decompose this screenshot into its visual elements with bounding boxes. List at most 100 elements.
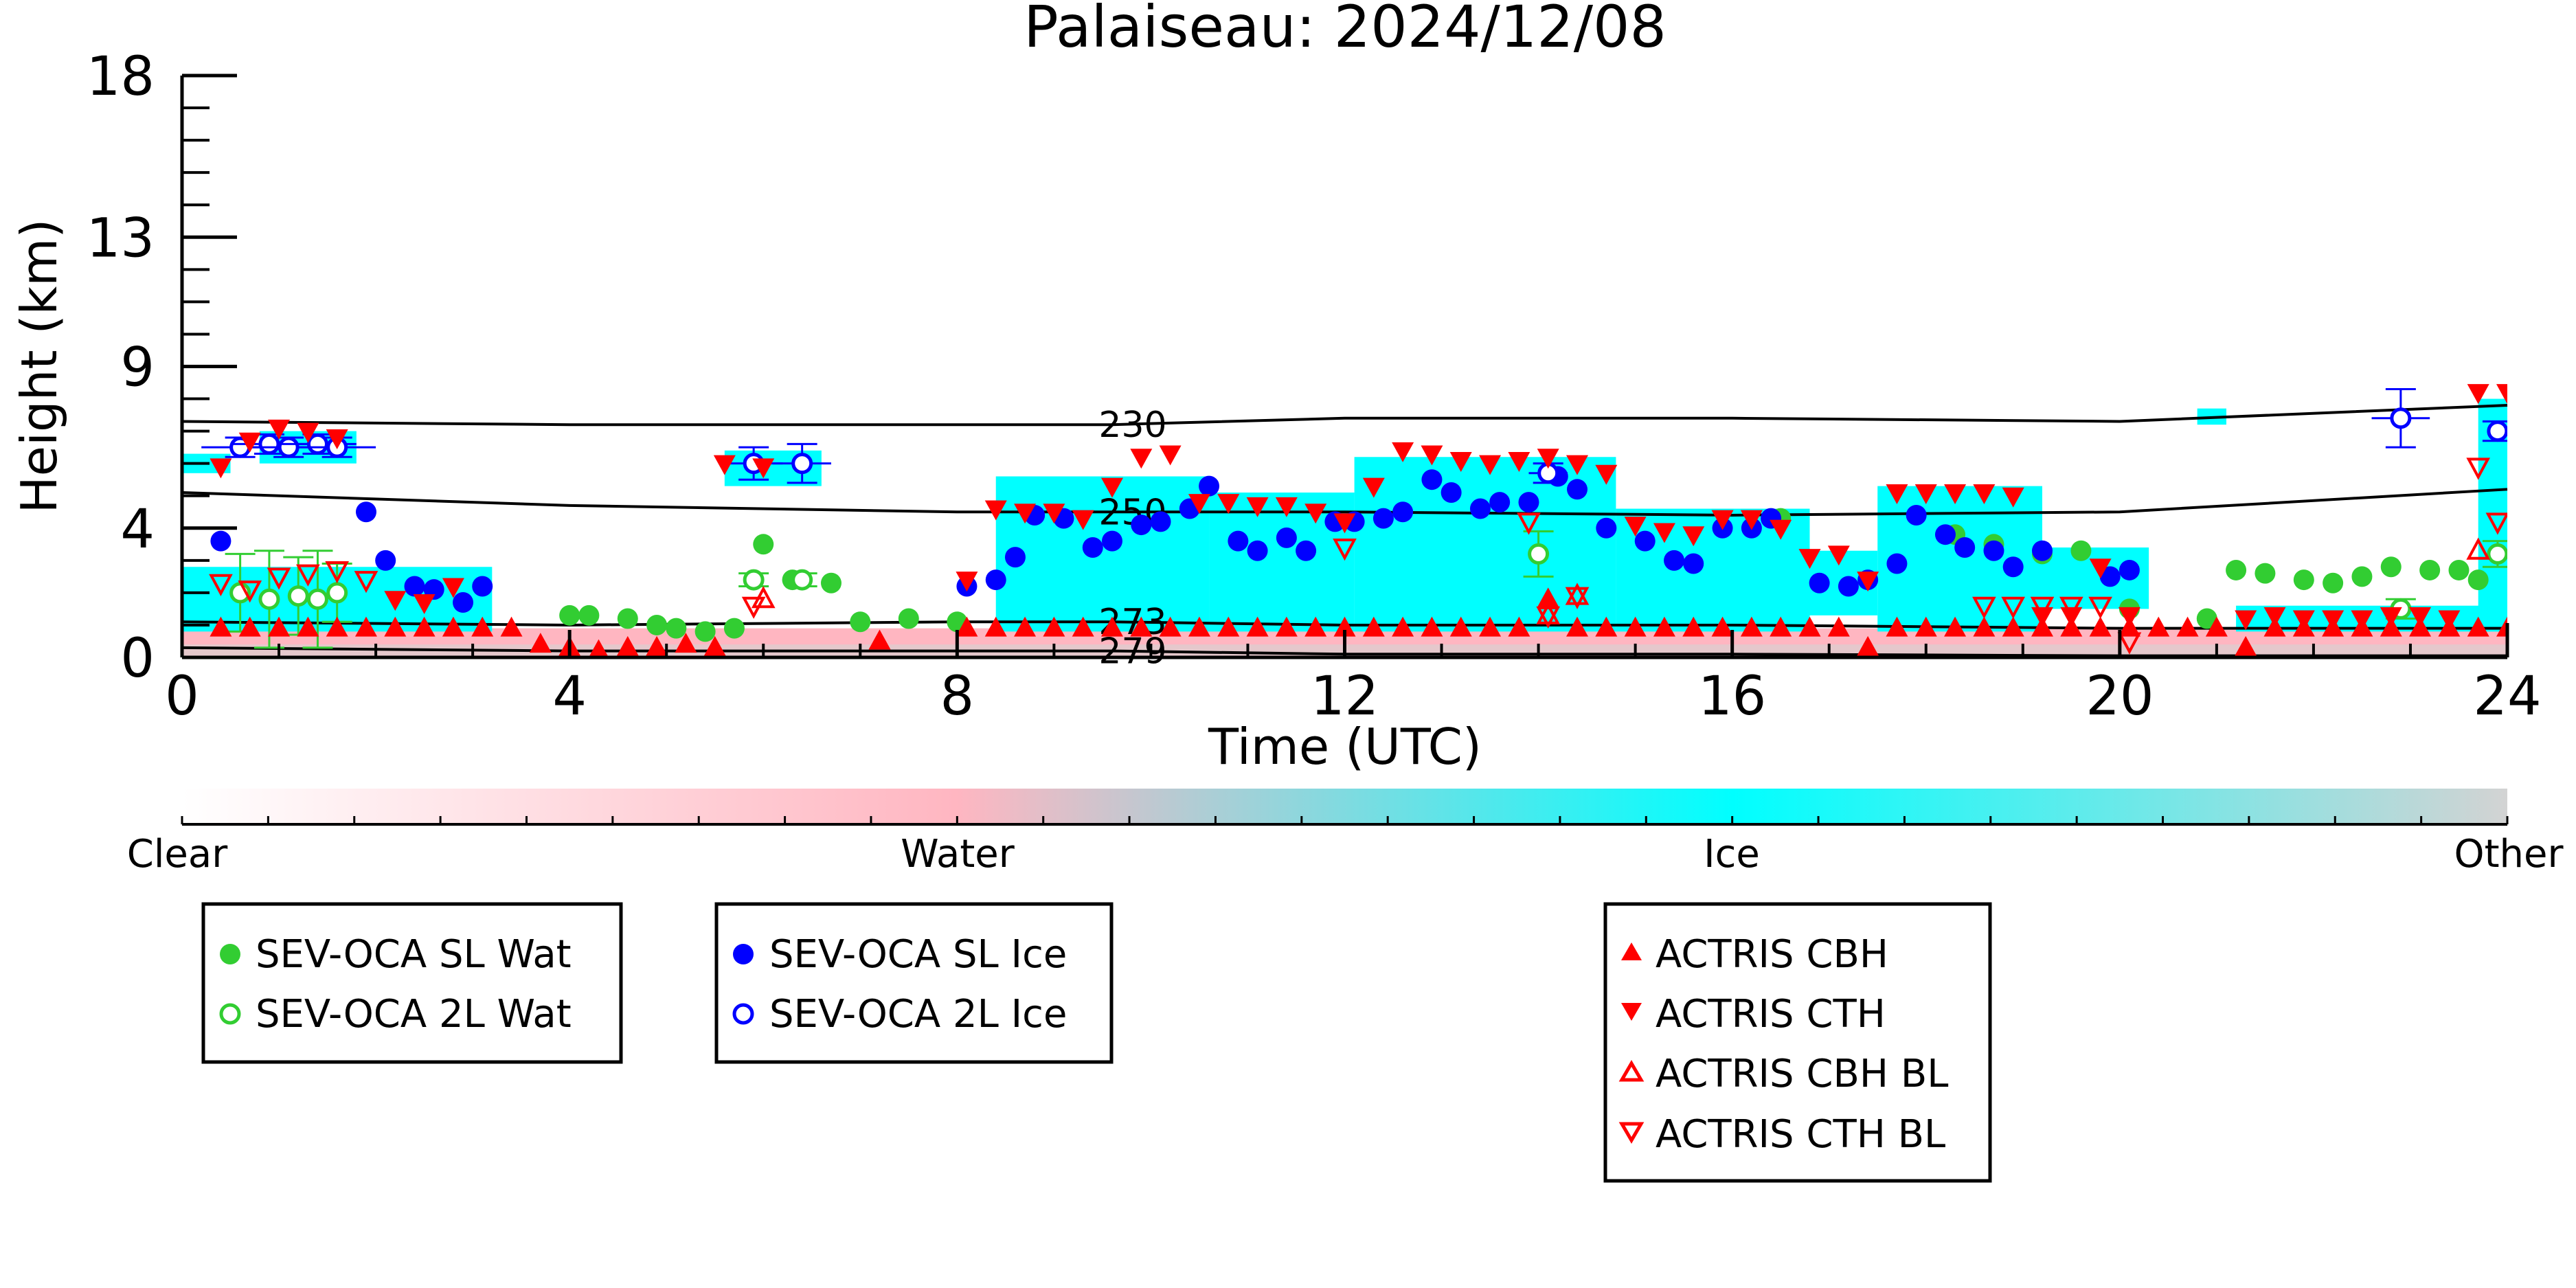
isotherm-label-230: 230 xyxy=(1098,405,1166,446)
point-actris-cbh xyxy=(1043,616,1065,637)
point-actris-cth xyxy=(1159,445,1182,466)
point-sev-oca-2l-wat xyxy=(743,569,765,591)
legend-marker-sl-ice xyxy=(733,944,754,964)
point-actris-cth xyxy=(1072,510,1094,530)
colorbar-label-other: Other xyxy=(2454,832,2564,877)
point-actris-cth xyxy=(1944,484,1967,505)
point-sev-oca-sl-ice xyxy=(1199,475,1220,497)
point-actris-cbh xyxy=(384,616,407,637)
point-sev-oca-sl-wat xyxy=(2070,540,2092,561)
point-actris-cth xyxy=(1217,494,1240,515)
point-actris-cth xyxy=(1682,526,1705,547)
point-sev-oca-2l-ice xyxy=(258,433,280,455)
point-sev-oca-sl-ice xyxy=(2119,559,2140,580)
point-actris-cth xyxy=(752,458,775,479)
point-actris-cth xyxy=(1566,455,1588,475)
point-actris-cbh xyxy=(1275,616,1298,637)
point-sev-oca-sl-wat xyxy=(2255,563,2276,584)
legend-box xyxy=(714,902,1114,1064)
point-actris-cbh xyxy=(984,616,1007,637)
point-actris-cbh xyxy=(1711,616,1734,637)
point-actris-cbh xyxy=(1333,616,1356,637)
legend-label-2l-ice: SEV-OCA 2L Ice xyxy=(769,992,1067,1037)
point-actris-cbh xyxy=(1130,616,1153,637)
point-actris-cbh xyxy=(238,616,261,637)
point-actris-cbh xyxy=(1914,616,1937,637)
point-actris-cbh xyxy=(1188,616,1210,637)
x-tick-label: 4 xyxy=(552,666,587,727)
point-actris-cbh xyxy=(354,616,377,637)
point-actris-cth-bl xyxy=(209,574,233,596)
point-actris-cth-bl xyxy=(354,571,379,594)
point-sev-oca-sl-wat xyxy=(2351,566,2373,587)
point-actris-cbh xyxy=(1944,616,1967,637)
point-sev-oca-sl-ice xyxy=(2099,566,2121,587)
point-actris-cbh xyxy=(326,616,348,637)
point-actris-cth xyxy=(2322,610,2345,631)
point-actris-cth xyxy=(1333,513,1356,534)
data-markers xyxy=(201,384,2507,657)
point-actris-cbh xyxy=(1770,616,1792,637)
legend-label-cth-bl: ACTRIS CTH BL xyxy=(1656,1112,1945,1157)
point-sev-oca-sl-ice xyxy=(1567,479,1588,500)
point-sev-oca-sl-ice xyxy=(1082,537,1103,558)
point-actris-cth-bl xyxy=(238,580,262,603)
point-sev-oca-sl-ice xyxy=(1518,492,1539,513)
colorbar-label-clear: Clear xyxy=(127,832,228,877)
x-tick-label: 16 xyxy=(1698,666,1766,727)
x-axis-label: Time (UTC) xyxy=(1208,718,1482,776)
point-actris-cth-bl xyxy=(2485,512,2507,535)
point-actris-cbh xyxy=(1682,616,1705,637)
point-sev-oca-sl-ice xyxy=(1469,498,1491,519)
point-sev-oca-sl-wat xyxy=(2196,608,2217,629)
point-actris-cth xyxy=(1246,497,1269,517)
point-actris-cth xyxy=(984,500,1007,521)
point-actris-cth xyxy=(268,419,291,440)
legend-actris: ACTRIS CBH ACTRIS CTH ACTRIS CBH BL ACTR… xyxy=(1603,902,1992,1183)
point-actris-cbh xyxy=(1246,616,1269,637)
point-sev-oca-2l-wat xyxy=(1528,543,1550,565)
point-actris-cth xyxy=(1857,572,1879,592)
point-sev-oca-sl-wat xyxy=(2448,559,2470,580)
point-actris-cth xyxy=(2409,607,2432,627)
point-actris-cth-bl xyxy=(2030,596,2055,619)
point-actris-cth xyxy=(1130,449,1153,469)
point-actris-cbh xyxy=(2235,635,2257,656)
point-sev-oca-sl-wat xyxy=(2380,556,2402,578)
point-actris-cth xyxy=(1914,484,1937,505)
point-sev-oca-sl-ice xyxy=(1247,540,1268,561)
x-tick-label: 8 xyxy=(940,666,975,727)
legend-label-sl-ice: SEV-OCA SL Ice xyxy=(769,932,1067,977)
point-actris-cth-bl xyxy=(2088,596,2112,619)
point-actris-cth xyxy=(2496,384,2507,405)
point-actris-cbh xyxy=(210,616,232,637)
point-sev-oca-sl-wat xyxy=(646,614,668,635)
point-sev-oca-sl-ice xyxy=(1838,576,1859,597)
point-actris-cbh xyxy=(588,639,609,657)
point-actris-cth xyxy=(210,458,232,479)
point-sev-oca-sl-ice xyxy=(1228,530,1249,552)
point-sev-oca-sl-wat xyxy=(2293,569,2314,591)
point-actris-cth xyxy=(1043,504,1065,524)
point-sev-oca-sl-ice xyxy=(404,576,425,597)
x-tick-label: 20 xyxy=(2086,666,2154,727)
point-sev-oca-2l-wat xyxy=(258,588,280,610)
point-sev-oca-sl-ice xyxy=(1131,515,1152,536)
point-actris-cbh xyxy=(2176,616,2199,637)
point-actris-cbh xyxy=(1566,616,1588,637)
point-actris-cth-bl xyxy=(1517,512,1541,535)
point-actris-cbh xyxy=(703,635,726,656)
plot-axes: 0 4 9 13 18 0 4 8 12 16 20 24 xyxy=(87,46,2542,727)
point-actris-cth xyxy=(326,429,348,450)
point-sev-oca-2l-wat xyxy=(287,585,309,607)
colorbar-label-water: Water xyxy=(901,832,1015,877)
point-actris-cbh xyxy=(2147,616,2170,637)
point-actris-cth xyxy=(713,455,736,475)
point-sev-oca-sl-ice xyxy=(1683,553,1704,574)
point-actris-cth xyxy=(2118,607,2140,627)
point-actris-cth-bl xyxy=(267,567,291,590)
point-actris-cbh xyxy=(1449,616,1472,637)
point-actris-cth-bl xyxy=(1565,587,1590,609)
point-actris-cth xyxy=(238,432,261,453)
point-actris-cth xyxy=(1479,455,1502,475)
